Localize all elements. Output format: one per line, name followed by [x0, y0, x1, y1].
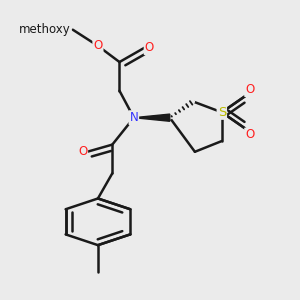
Text: methoxy: methoxy [19, 23, 71, 36]
Text: O: O [145, 41, 154, 54]
Text: N: N [130, 111, 138, 124]
Text: S: S [218, 106, 226, 119]
Text: O: O [78, 145, 87, 158]
Text: O: O [245, 83, 254, 96]
Polygon shape [134, 114, 170, 121]
Text: O: O [245, 128, 254, 142]
Text: O: O [93, 39, 103, 52]
